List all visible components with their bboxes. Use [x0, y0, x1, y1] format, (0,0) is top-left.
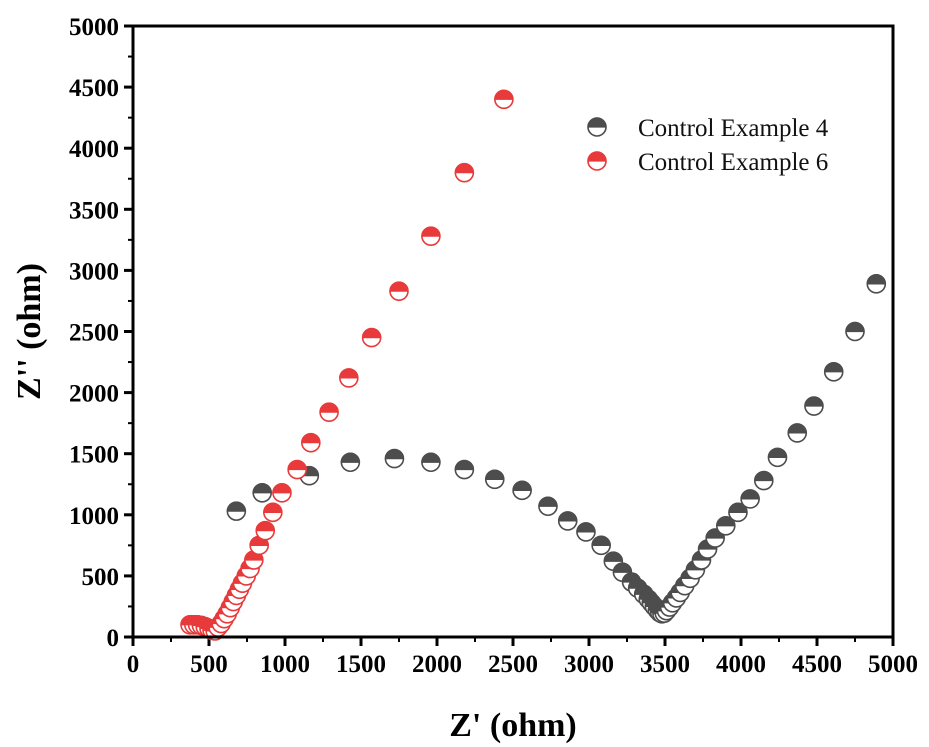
- data-point: [340, 452, 361, 473]
- data-point: [263, 502, 283, 523]
- legend-marker-control-example-4: [587, 117, 607, 137]
- data-series-layer: [180, 89, 887, 641]
- data-point: [389, 281, 409, 301]
- data-point: [715, 515, 736, 536]
- data-point: [845, 321, 865, 342]
- data-point: [767, 447, 788, 468]
- data-point: [255, 520, 276, 541]
- x-axis-title: Z' (ohm): [449, 707, 577, 744]
- data-point: [484, 469, 505, 490]
- data-point: [787, 423, 808, 443]
- x-tick-label: 2000: [412, 651, 462, 678]
- x-tick-label: 1500: [336, 651, 386, 678]
- data-point: [591, 535, 611, 556]
- data-point: [319, 402, 339, 422]
- data-point: [454, 459, 475, 480]
- data-point: [301, 432, 321, 453]
- legend-marker-symbol: [587, 117, 607, 137]
- data-point: [287, 459, 307, 480]
- y-tick-label: 500: [82, 564, 120, 591]
- y-tick-label: 3000: [69, 258, 119, 285]
- data-point: [823, 362, 844, 382]
- y-tick-label: 4500: [69, 75, 119, 102]
- data-point: [557, 511, 578, 531]
- y-tick-label: 3500: [69, 197, 119, 224]
- data-point: [384, 448, 405, 469]
- x-tick-label: 0: [127, 651, 140, 678]
- plot-frame: [131, 24, 895, 639]
- x-tick-label: 2500: [488, 651, 538, 678]
- data-point: [705, 528, 725, 548]
- x-tick-label: 3500: [640, 651, 690, 678]
- data-point: [421, 452, 441, 473]
- legend: Control Example 4 Control Example 6: [587, 115, 829, 176]
- x-tick-label: 4000: [716, 651, 766, 678]
- data-point: [804, 396, 824, 416]
- series-control-example-6: [180, 89, 514, 641]
- data-point: [740, 489, 760, 509]
- y-tick-label: 0: [107, 625, 120, 652]
- data-point: [339, 368, 359, 388]
- data-point: [361, 327, 382, 348]
- legend-label-control-example-6: Control Example 6: [638, 149, 828, 176]
- x-tick-label: 3000: [564, 651, 614, 678]
- data-point: [454, 162, 475, 183]
- legend-item-control-example-4: Control Example 4: [587, 115, 829, 142]
- data-point: [226, 501, 247, 521]
- y-tick-label: 2000: [69, 381, 119, 408]
- data-point: [512, 480, 532, 501]
- legend-marker-control-example-6: [587, 151, 607, 171]
- data-point: [866, 274, 887, 294]
- x-tick-label: 5000: [868, 651, 918, 678]
- y-axis-tick-labels: 0 500 1000 1500 2000 2500 3000 3500 4000 4500 5000: [69, 14, 119, 652]
- legend-label-control-example-4: Control Example 4: [638, 115, 829, 142]
- legend-item-control-example-6: Control Example 6: [587, 149, 828, 176]
- x-tick-label: 1000: [260, 651, 310, 678]
- x-axis-tick-labels: 0 500 1000 1500 2000 2500 3000 3500 4000 4500 5000: [127, 651, 918, 678]
- data-point: [494, 89, 514, 110]
- x-tick-label: 500: [190, 651, 228, 678]
- y-tick-label: 1000: [69, 503, 119, 530]
- y-axis-title: Z'' (ohm): [11, 263, 48, 400]
- y-tick-label: 2500: [69, 320, 119, 347]
- data-point: [728, 502, 748, 523]
- data-point: [272, 483, 292, 503]
- y-tick-label: 1500: [69, 442, 119, 469]
- legend-marker-symbol: [587, 151, 607, 171]
- minor-ticks: [128, 55, 856, 642]
- data-point: [576, 522, 596, 542]
- y-tick-label: 5000: [69, 14, 119, 41]
- data-point: [753, 470, 774, 491]
- series-control-example-4: [226, 274, 887, 624]
- data-point: [252, 483, 273, 503]
- data-point: [538, 496, 558, 517]
- data-point: [421, 226, 441, 246]
- y-tick-label: 4000: [69, 136, 119, 163]
- x-tick-label: 4500: [792, 651, 842, 678]
